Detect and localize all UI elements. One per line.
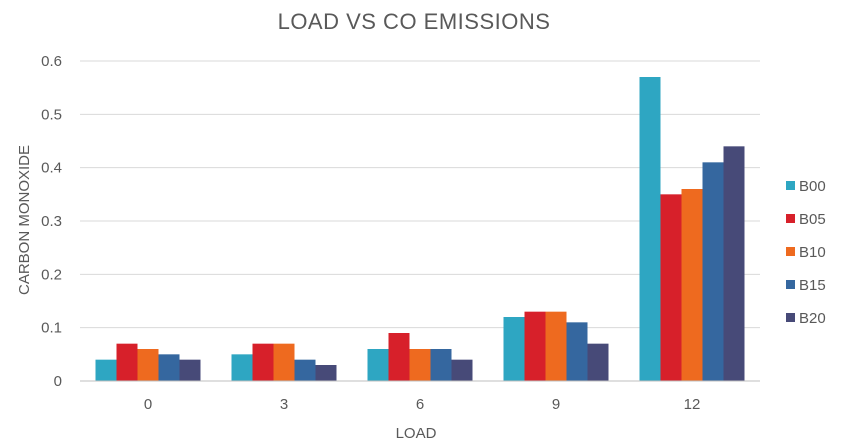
bar-b05-load-6 (388, 333, 410, 381)
bar-b15-load-3 (294, 359, 316, 381)
bars (95, 77, 745, 381)
bar-b15-load-0 (158, 354, 180, 381)
x-tick-label: 3 (280, 396, 288, 413)
bar-b20-load-0 (179, 359, 201, 381)
bar-b15-load-6 (430, 349, 452, 381)
legend-swatch-b00 (786, 181, 795, 190)
bar-b15-load-9 (566, 322, 588, 381)
bar-b05-load-9 (524, 311, 546, 381)
bar-b10-load-3 (273, 343, 295, 381)
legend-swatch-b15 (786, 280, 795, 289)
legend-swatch-b05 (786, 214, 795, 223)
legend-label-b15: B15 (799, 277, 826, 294)
bar-b20-load-3 (315, 365, 337, 381)
x-axis-title: LOAD (396, 425, 437, 442)
legend-label-b20: B20 (799, 310, 826, 327)
bar-b10-load-9 (545, 311, 567, 381)
bar-b05-load-0 (116, 343, 138, 381)
chart-title: LOAD VS CO EMISSIONS (278, 9, 551, 34)
bar-b05-load-12 (660, 194, 682, 381)
x-tick-label: 9 (552, 396, 560, 413)
y-tick-label: 0.5 (41, 106, 62, 123)
x-tick-label: 0 (144, 396, 152, 413)
x-axis-ticks: 0 3 6 9 12 (144, 396, 701, 413)
y-tick-label: 0.4 (41, 160, 62, 177)
y-tick-label: 0.6 (41, 53, 62, 70)
bar-b10-load-6 (409, 349, 431, 381)
legend: B00 B05 B10 B15 B20 (786, 178, 826, 327)
bar-b00-load-6 (367, 349, 389, 381)
bar-b00-load-9 (503, 317, 525, 381)
y-tick-label: 0.1 (41, 320, 62, 337)
bar-b10-load-12 (681, 189, 703, 381)
bar-b20-load-6 (451, 359, 473, 381)
bar-b20-load-12 (723, 146, 745, 381)
legend-label-b05: B05 (799, 211, 826, 228)
legend-label-b10: B10 (799, 244, 826, 261)
x-tick-label: 12 (684, 396, 701, 413)
y-axis-ticks: 0 0.1 0.2 0.3 0.4 0.5 0.6 (41, 53, 62, 390)
y-tick-label: 0.2 (41, 266, 62, 283)
x-tick-label: 6 (416, 396, 424, 413)
bar-b20-load-9 (587, 343, 609, 381)
bar-b05-load-3 (252, 343, 274, 381)
y-tick-label: 0.3 (41, 213, 62, 230)
y-axis-title: CARBON MONOXIDE (16, 145, 33, 295)
y-tick-label: 0 (54, 373, 62, 390)
bar-b00-load-0 (95, 359, 117, 381)
legend-swatch-b20 (786, 313, 795, 322)
bar-b10-load-0 (137, 349, 159, 381)
legend-swatch-b10 (786, 247, 795, 256)
bar-b15-load-12 (702, 162, 724, 381)
legend-label-b00: B00 (799, 178, 826, 195)
bar-b00-load-3 (231, 354, 253, 381)
bar-b00-load-12 (639, 77, 661, 381)
